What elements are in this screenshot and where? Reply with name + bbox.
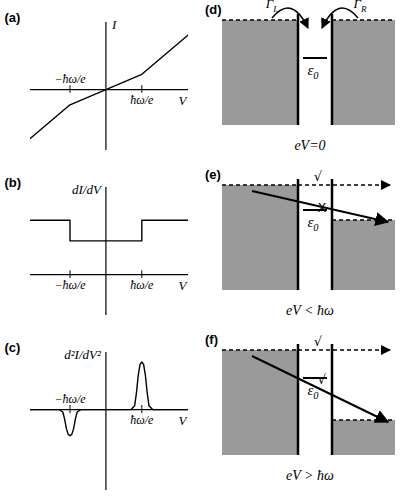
svg-text:√: √: [314, 334, 323, 349]
svg-text:√: √: [314, 169, 323, 184]
svg-text:ħω/e: ħω/e: [130, 413, 154, 427]
svg-text:ħω/e: ħω/e: [130, 278, 154, 292]
svg-text:ħω/e: ħω/e: [130, 93, 154, 107]
svg-text:X: X: [318, 200, 327, 215]
svg-text:ε0: ε0: [307, 62, 319, 81]
svg-text:ΓR: ΓR: [353, 0, 367, 14]
svg-text:d²I/dV²: d²I/dV²: [64, 347, 102, 362]
svg-text:V: V: [179, 93, 189, 108]
svg-text:eV=0: eV=0: [294, 138, 325, 153]
svg-text:(e): (e): [205, 167, 221, 182]
svg-text:dI/dV: dI/dV: [72, 182, 103, 197]
svg-text:−ħω/e: −ħω/e: [54, 392, 86, 406]
svg-text:eV > ħω: eV > ħω: [286, 468, 334, 483]
svg-text:−ħω/e: −ħω/e: [54, 278, 86, 292]
svg-text:√: √: [318, 372, 327, 387]
svg-text:I: I: [111, 17, 117, 32]
svg-text:ε0: ε0: [307, 382, 319, 401]
svg-text:(d): (d): [205, 2, 222, 17]
svg-text:−ħω/e: −ħω/e: [54, 72, 86, 86]
svg-text:eV < ħω: eV < ħω: [286, 303, 334, 318]
svg-text:(f): (f): [205, 332, 218, 347]
svg-text:V: V: [179, 278, 189, 293]
svg-text:(b): (b): [5, 175, 22, 190]
svg-text:(a): (a): [5, 10, 21, 25]
svg-text:(c): (c): [5, 340, 21, 355]
svg-text:V: V: [179, 413, 189, 428]
svg-text:ΓL: ΓL: [265, 0, 278, 14]
svg-text:ε0: ε0: [307, 214, 319, 233]
